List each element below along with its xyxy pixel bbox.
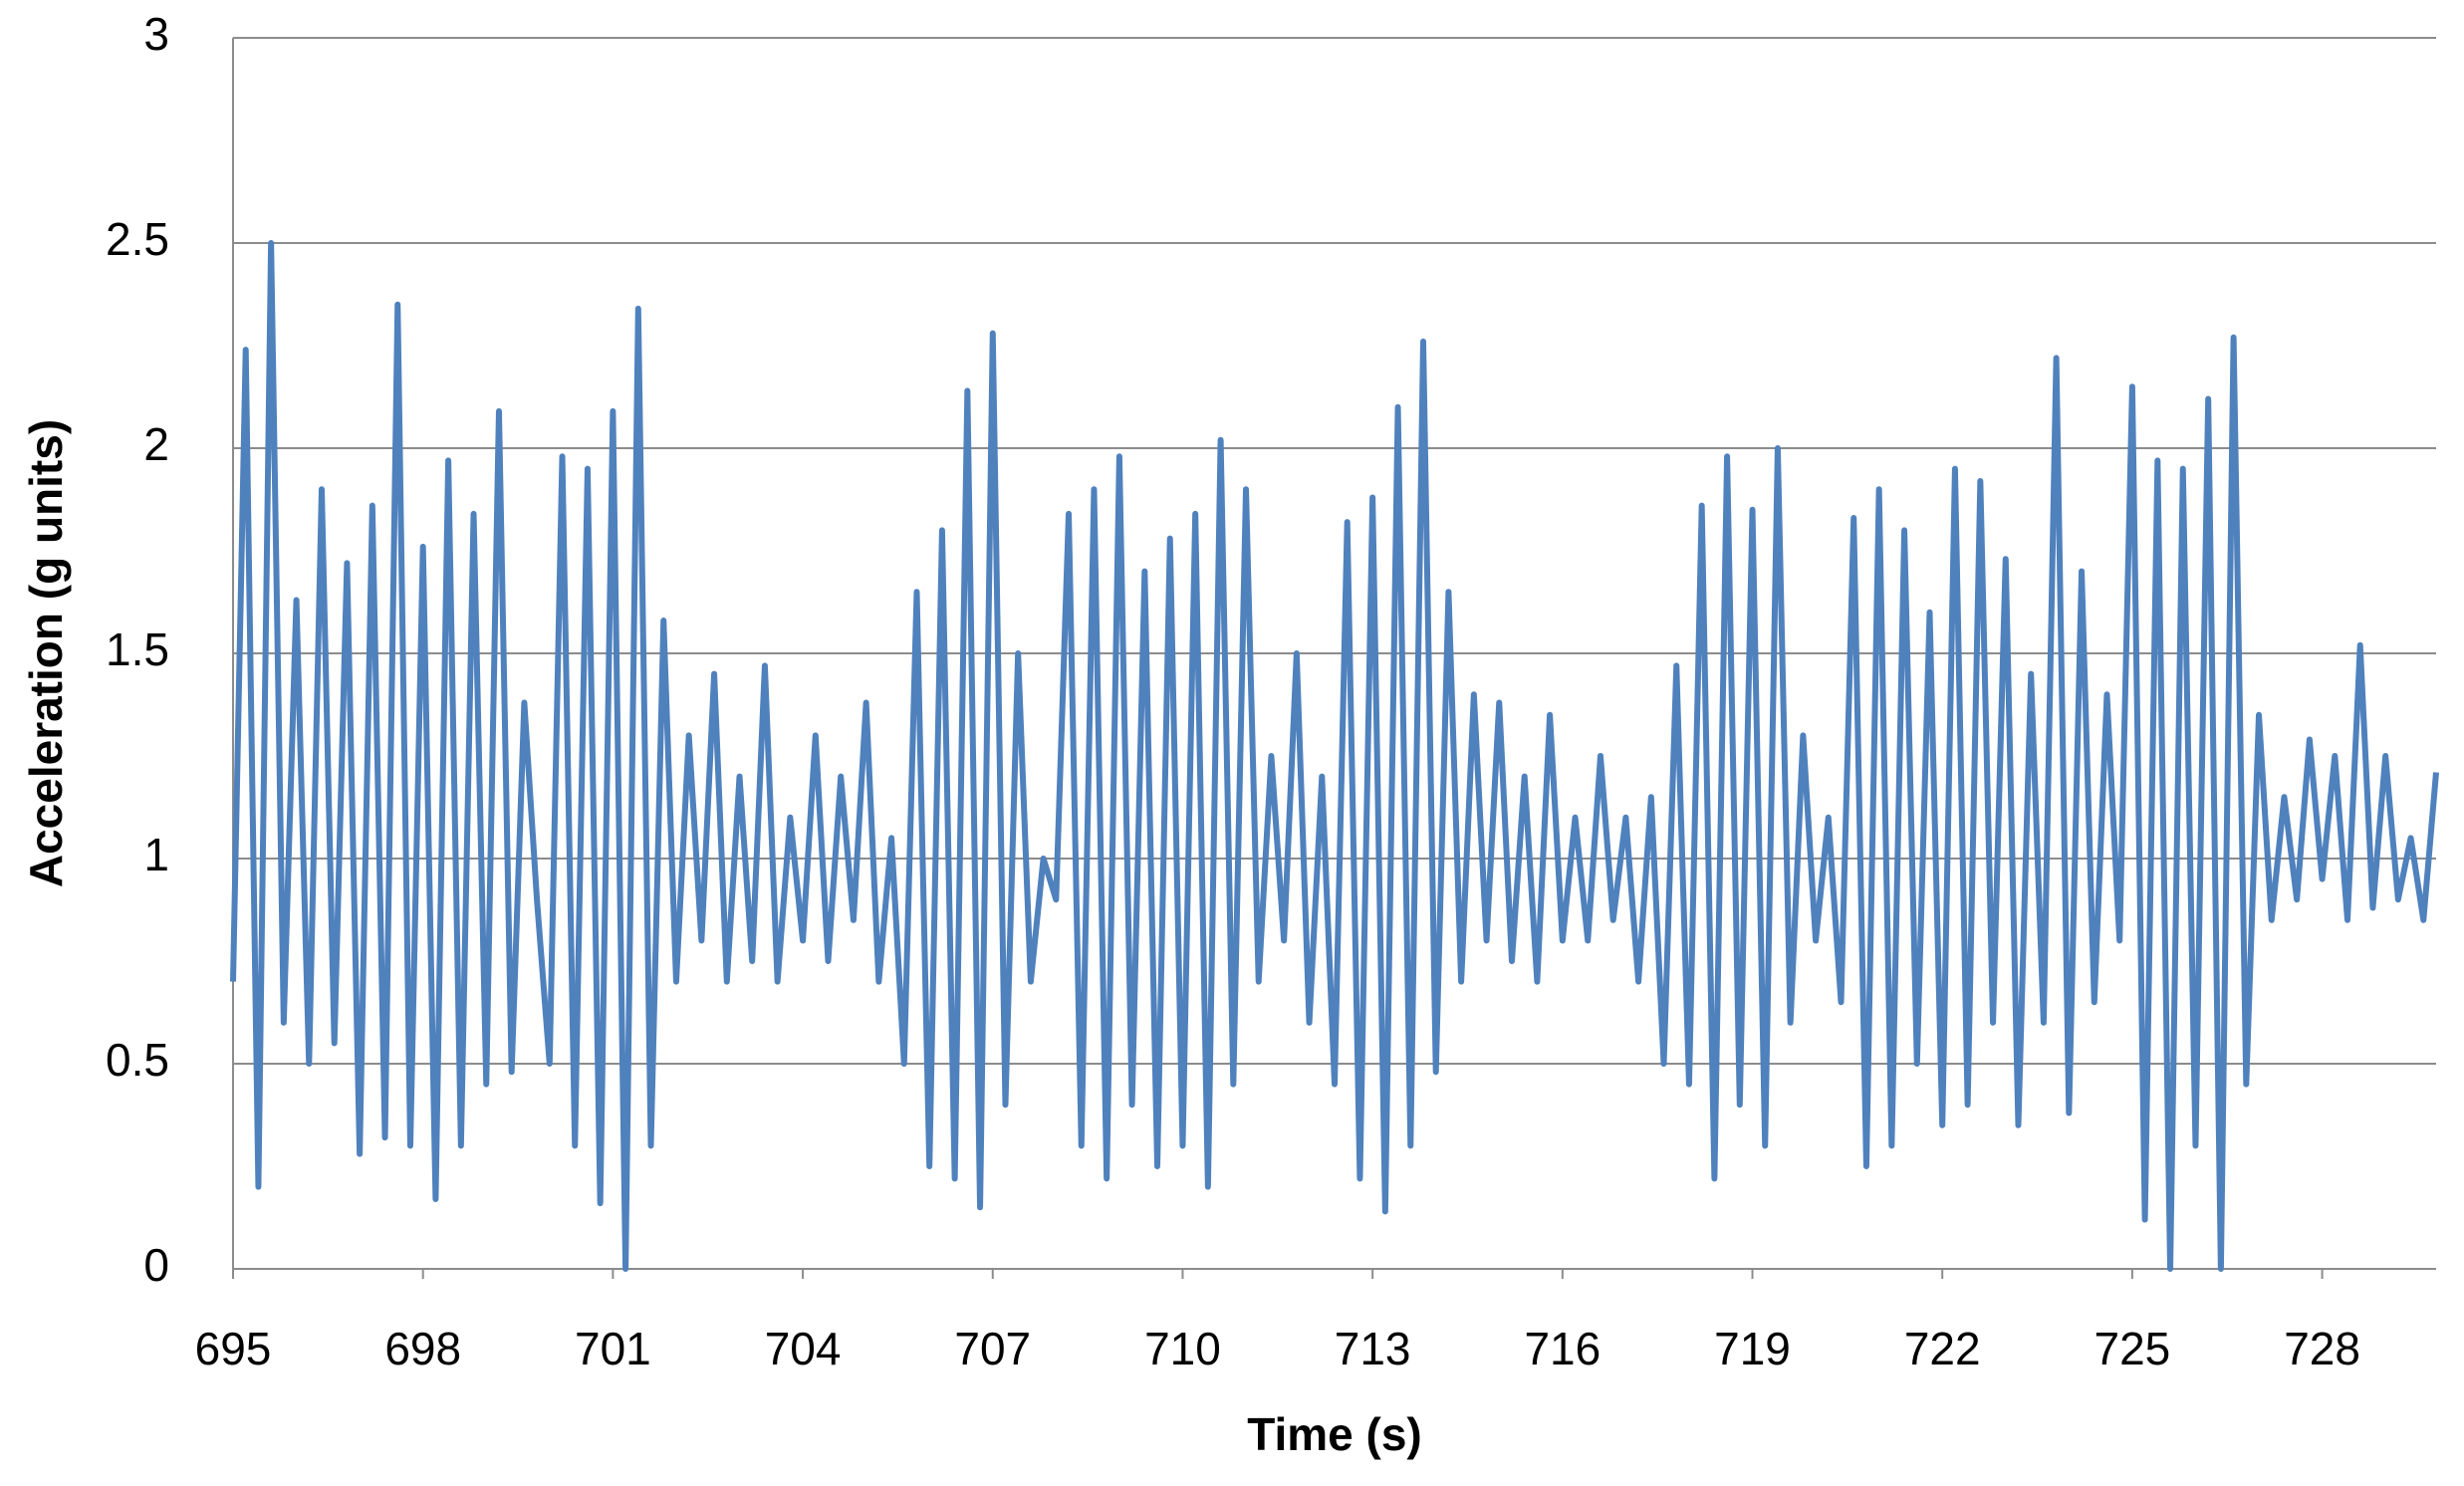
y-tick-label: 3 [143, 8, 169, 60]
x-tick-label: 716 [1524, 1323, 1601, 1374]
x-tick-label: 707 [954, 1323, 1031, 1374]
x-tick-label: 704 [765, 1323, 842, 1374]
y-tick-label: 2 [143, 418, 169, 470]
x-tick-label: 713 [1335, 1323, 1411, 1374]
y-tick-label: 2.5 [106, 213, 169, 265]
data-line [230, 240, 2439, 1272]
x-axis-title: Time (s) [1247, 1408, 1422, 1460]
x-tick-label: 695 [195, 1323, 272, 1374]
y-axis-title: Acceleration (g units) [20, 419, 72, 887]
x-tick-label: 719 [1714, 1323, 1791, 1374]
x-tick-label: 710 [1144, 1323, 1221, 1374]
x-tick-label: 722 [1904, 1323, 1981, 1374]
x-tick-label: 701 [575, 1323, 651, 1374]
x-tick-label: 698 [384, 1323, 461, 1374]
x-tick-label: 728 [2284, 1323, 2360, 1374]
y-tick-label: 0.5 [106, 1034, 169, 1086]
x-tick-label: 725 [2094, 1323, 2171, 1374]
y-tick-label: 0 [143, 1239, 169, 1291]
y-tick-label: 1.5 [106, 623, 169, 675]
y-tick-label: 1 [143, 829, 169, 880]
